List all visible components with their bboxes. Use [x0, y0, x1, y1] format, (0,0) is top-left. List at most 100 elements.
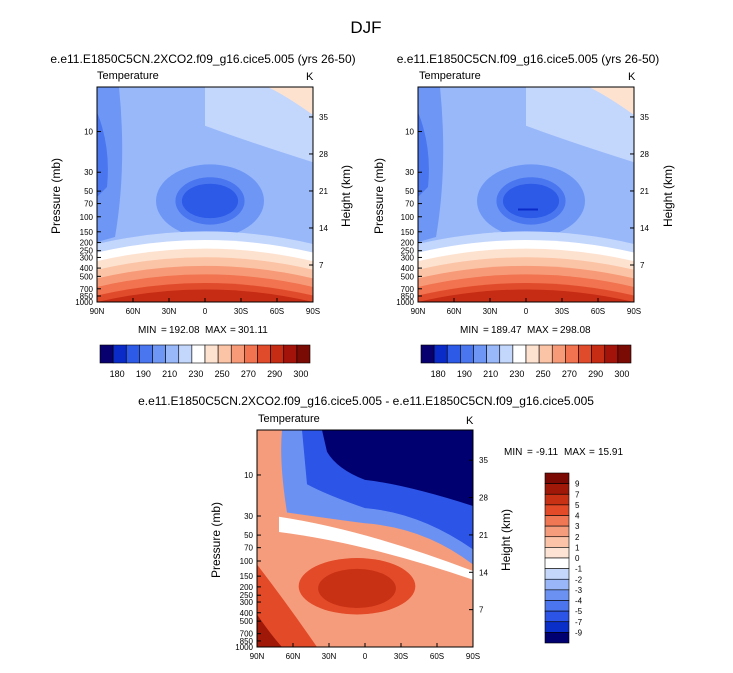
field-region [205, 87, 313, 163]
panel-control: e.e11.E1850C5CN.f09_g16.cice5.005 (yrs 2… [372, 52, 675, 379]
y-tick-label: 1000 [235, 643, 253, 652]
y-tick-label: 250 [240, 591, 254, 600]
y-tick-label: 700 [401, 285, 415, 294]
colorbar-label: 180 [110, 369, 125, 379]
colorbar-label: 230 [509, 369, 524, 379]
max-value: 298.08 [560, 325, 591, 336]
colorbar-swatch [112, 344, 127, 364]
height-axis: 35 28 21 14 7 [630, 113, 649, 270]
x-tick-label: 60S [591, 307, 605, 316]
plot-area [256, 429, 474, 648]
y-tick-label: 50 [405, 187, 414, 196]
x-axis: 90N 60N 30N 0 30S 60S 90S [250, 643, 480, 661]
x-tick-label: 30N [322, 652, 337, 661]
x-tick-label: 30S [394, 652, 408, 661]
colorbar-swatch [257, 344, 271, 364]
x-tick-label: 0 [363, 652, 368, 661]
height-tick-label: 28 [319, 150, 328, 159]
field-region [181, 183, 239, 219]
colorbar-label: -3 [575, 586, 583, 595]
x-tick-label: 90N [411, 307, 426, 316]
max-value: 15.91 [598, 447, 623, 458]
colorbar-label: 300 [293, 369, 308, 379]
field-region [502, 183, 560, 219]
y-tick-label: 300 [80, 253, 94, 262]
colorbar-swatch [446, 344, 461, 364]
colorbar-swatch [244, 344, 258, 364]
height-tick-label: 35 [640, 113, 649, 122]
colorbar-swatch [420, 344, 435, 364]
x-tick-label: 60N [126, 307, 141, 316]
y-axis-label: Pressure (mb) [49, 158, 63, 234]
colorbar: 180 190 210 230 250 270 290 300 [420, 344, 632, 379]
x-tick-label: 0 [524, 307, 529, 316]
colorbar-swatch [578, 344, 592, 364]
x-tick-label: 60S [270, 307, 284, 316]
colorbar-label: 180 [431, 369, 446, 379]
y-tick-label: 100 [401, 213, 415, 222]
colorbar-swatch [270, 344, 285, 364]
x-axis: 90N 60N 30N 0 30S 60S 90S [90, 298, 320, 316]
plot-area [417, 86, 635, 303]
height-axis-label: Height (km) [661, 165, 675, 227]
x-tick-label: 60S [430, 652, 444, 661]
colorbar-swatch [538, 344, 553, 364]
colorbar-swatch [544, 578, 570, 591]
height-tick-label: 14 [640, 224, 649, 233]
y-tick-label: 10 [244, 471, 253, 480]
colorbar-label: -7 [575, 618, 583, 627]
colorbar-swatch [139, 344, 153, 364]
field [97, 87, 313, 302]
panel-title: e.e11.E1850C5CN.f09_g16.cice5.005 (yrs 2… [397, 52, 660, 66]
colorbar-label: 210 [483, 369, 498, 379]
colorbar-label: 230 [188, 369, 203, 379]
y-axis-label: Pressure (mb) [372, 158, 386, 234]
units-label: K [466, 415, 474, 427]
colorbar-swatch [544, 621, 570, 633]
x-tick-label: 30S [555, 307, 569, 316]
x-tick-label: 90S [627, 307, 641, 316]
field [257, 430, 473, 647]
colorbar-label: 190 [136, 369, 151, 379]
field-region [418, 112, 429, 197]
colorbar-label: 270 [562, 369, 577, 379]
y-tick-label: 500 [240, 617, 254, 626]
colorbar-swatch [473, 344, 487, 364]
y-tick-label: 250 [80, 247, 94, 256]
x-tick-label: 30S [234, 307, 248, 316]
y-tick-label: 850 [80, 292, 94, 301]
units-label: K [628, 71, 636, 83]
y-tick-label: 200 [80, 238, 94, 247]
y-tick-label: 700 [240, 630, 254, 639]
height-tick-label: 28 [479, 494, 488, 503]
y-tick-label: 50 [244, 531, 253, 540]
min-max-readout: MIN = 192.08 MAX = 301.11 [138, 325, 268, 336]
variable-label: Temperature [97, 70, 159, 82]
x-tick-label: 90N [250, 652, 265, 661]
y-tick-label: 850 [401, 292, 415, 301]
x-tick-label: 60N [286, 652, 301, 661]
x-tick-label: 30N [162, 307, 177, 316]
colorbar-swatch [544, 493, 570, 506]
height-axis: 35 28 21 14 7 [309, 113, 328, 270]
min-max-readout: MIN = -9.11 MAX = 15.91 [504, 447, 623, 458]
min-value: 192.08 [169, 325, 200, 336]
height-tick-label: 35 [479, 456, 488, 465]
panel-2xco2: e.e11.E1850C5CN.2XCO2.f09_g16.cice5.005 … [49, 52, 356, 379]
field [418, 87, 634, 302]
y-tick-label: 300 [240, 598, 254, 607]
colorbar-label: 250 [536, 369, 551, 379]
colorbar-swatch [512, 344, 527, 364]
height-axis: 35 28 21 14 7 [469, 456, 488, 615]
field-region [322, 430, 473, 506]
colorbar-swatch [544, 504, 570, 516]
max-label: MAX [205, 325, 227, 336]
min-value: -9.11 [536, 447, 558, 458]
y-tick-label: 200 [240, 583, 254, 592]
y-tick-label: 500 [80, 272, 94, 281]
colorbar-label: 3 [575, 522, 580, 531]
y-tick-label: 70 [405, 200, 414, 209]
